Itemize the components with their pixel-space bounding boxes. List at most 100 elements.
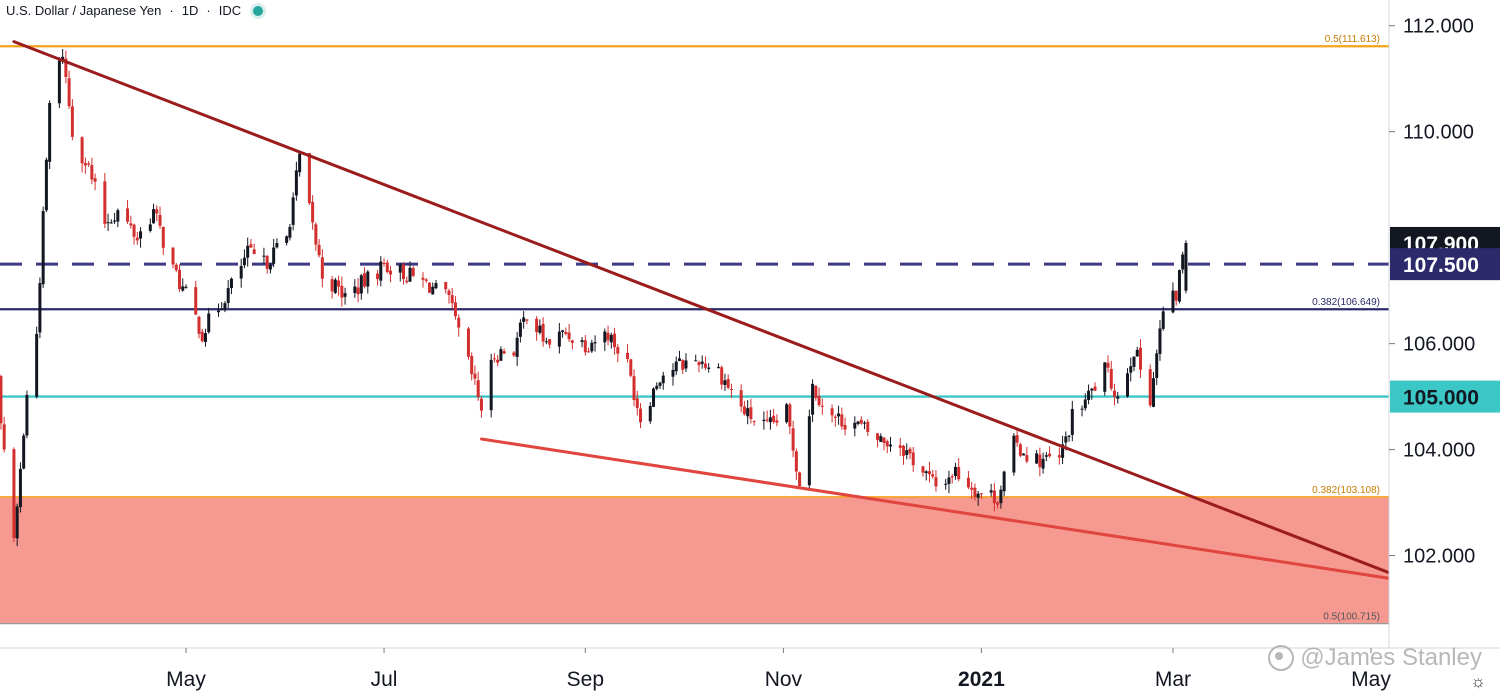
candle-body [1064, 436, 1068, 443]
candle-body [135, 237, 139, 241]
candle-body [921, 466, 925, 473]
candle-body [1080, 408, 1084, 410]
candle-body [655, 385, 659, 389]
candle-body [794, 451, 798, 472]
candle-body [106, 222, 110, 224]
candle-body [853, 422, 857, 429]
candle-body [648, 405, 652, 422]
time-tick-label: 2021 [958, 668, 1005, 691]
candle-body [343, 293, 347, 297]
candle-body [473, 373, 477, 379]
candle-body [291, 197, 295, 225]
chart-legend: U.S. Dollar / Japanese Yen · 1D · IDC [6, 3, 264, 18]
candle-body [70, 106, 74, 137]
candle-body [788, 404, 792, 427]
candle-body [421, 277, 425, 280]
candle-body [749, 407, 753, 420]
candle-body [90, 165, 94, 180]
candle-body [996, 502, 1000, 505]
time-tick-label: May [166, 668, 206, 691]
candle-body [570, 340, 574, 343]
candle-body [1181, 254, 1185, 270]
candle-body [87, 163, 91, 165]
level-label: 0.5(100.715) [1323, 612, 1380, 623]
candle-body [2, 424, 6, 450]
price-axis[interactable] [1389, 0, 1500, 700]
candle-body [194, 287, 198, 315]
candle-body [272, 247, 276, 264]
candle-body [775, 420, 779, 423]
candle-body [317, 244, 321, 256]
candle-body [1138, 347, 1142, 370]
candle-body [1002, 471, 1006, 492]
candle-body [746, 408, 750, 417]
candle-body [567, 332, 571, 340]
candle-body [739, 390, 743, 407]
candle-body [265, 255, 269, 269]
candle-body [970, 487, 974, 490]
candle-body [989, 490, 993, 493]
candle-body [866, 421, 870, 432]
candle-body [38, 283, 42, 333]
candle-body [1116, 396, 1120, 399]
candle-body [1044, 455, 1048, 457]
candle-body [470, 355, 474, 375]
candle-body [632, 376, 636, 400]
candle-body [720, 367, 724, 385]
trendline-descending-support[interactable] [479, 437, 1415, 584]
candle-body [249, 244, 253, 248]
candle-body [57, 60, 61, 104]
watermark: @James Stanley [1268, 644, 1482, 672]
candle-body [950, 476, 954, 478]
candle-body [703, 363, 707, 368]
candle-body [908, 448, 912, 454]
candle-body [1161, 311, 1165, 329]
candle-body [762, 419, 766, 422]
trendline-descending-resistance[interactable] [12, 40, 1415, 584]
candle-body [1135, 349, 1139, 357]
time-tick-label: Nov [765, 668, 803, 691]
candle-body [1155, 353, 1159, 378]
candle-body [856, 421, 860, 424]
candle-body [408, 267, 412, 282]
candle-body [139, 231, 143, 239]
candle-body [502, 351, 506, 354]
legend-separator: · [169, 3, 174, 18]
candle-body [129, 223, 133, 226]
candle-body [12, 449, 16, 538]
symbol-title[interactable]: U.S. Dollar / Japanese Yen [6, 3, 162, 18]
candle-body [817, 396, 821, 406]
candle-body [973, 487, 977, 497]
candle-body [515, 337, 519, 357]
price-label-text: 105.000 [1403, 387, 1479, 410]
candle-body [729, 389, 733, 391]
candle-body [885, 441, 889, 447]
candle-body [1038, 454, 1042, 468]
interval-label[interactable]: 1D [181, 3, 199, 18]
candle-body [431, 286, 435, 295]
level-label: 0.5(111.613) [1325, 34, 1380, 45]
candle-body [934, 477, 938, 487]
candle-body [661, 375, 665, 384]
time-tick-label: Jul [371, 668, 398, 691]
candle-body [548, 339, 552, 345]
candle-body [1184, 242, 1188, 291]
candle-body [830, 408, 834, 416]
candle-body [203, 333, 207, 342]
candle-body [1177, 270, 1181, 302]
gear-icon[interactable]: ☼ [1470, 672, 1486, 691]
candle-body [671, 369, 675, 377]
candle-body [1018, 444, 1022, 456]
candle-body [103, 181, 107, 224]
candle-body [613, 333, 617, 348]
candle-body [1025, 455, 1029, 462]
candle-body [820, 405, 824, 407]
candle-body [616, 347, 620, 354]
candle-body [843, 424, 847, 430]
candle-body [1090, 388, 1094, 391]
candle-body [229, 278, 233, 289]
candle-body [126, 208, 130, 222]
candle-body [116, 210, 120, 222]
candle-body [525, 319, 529, 321]
